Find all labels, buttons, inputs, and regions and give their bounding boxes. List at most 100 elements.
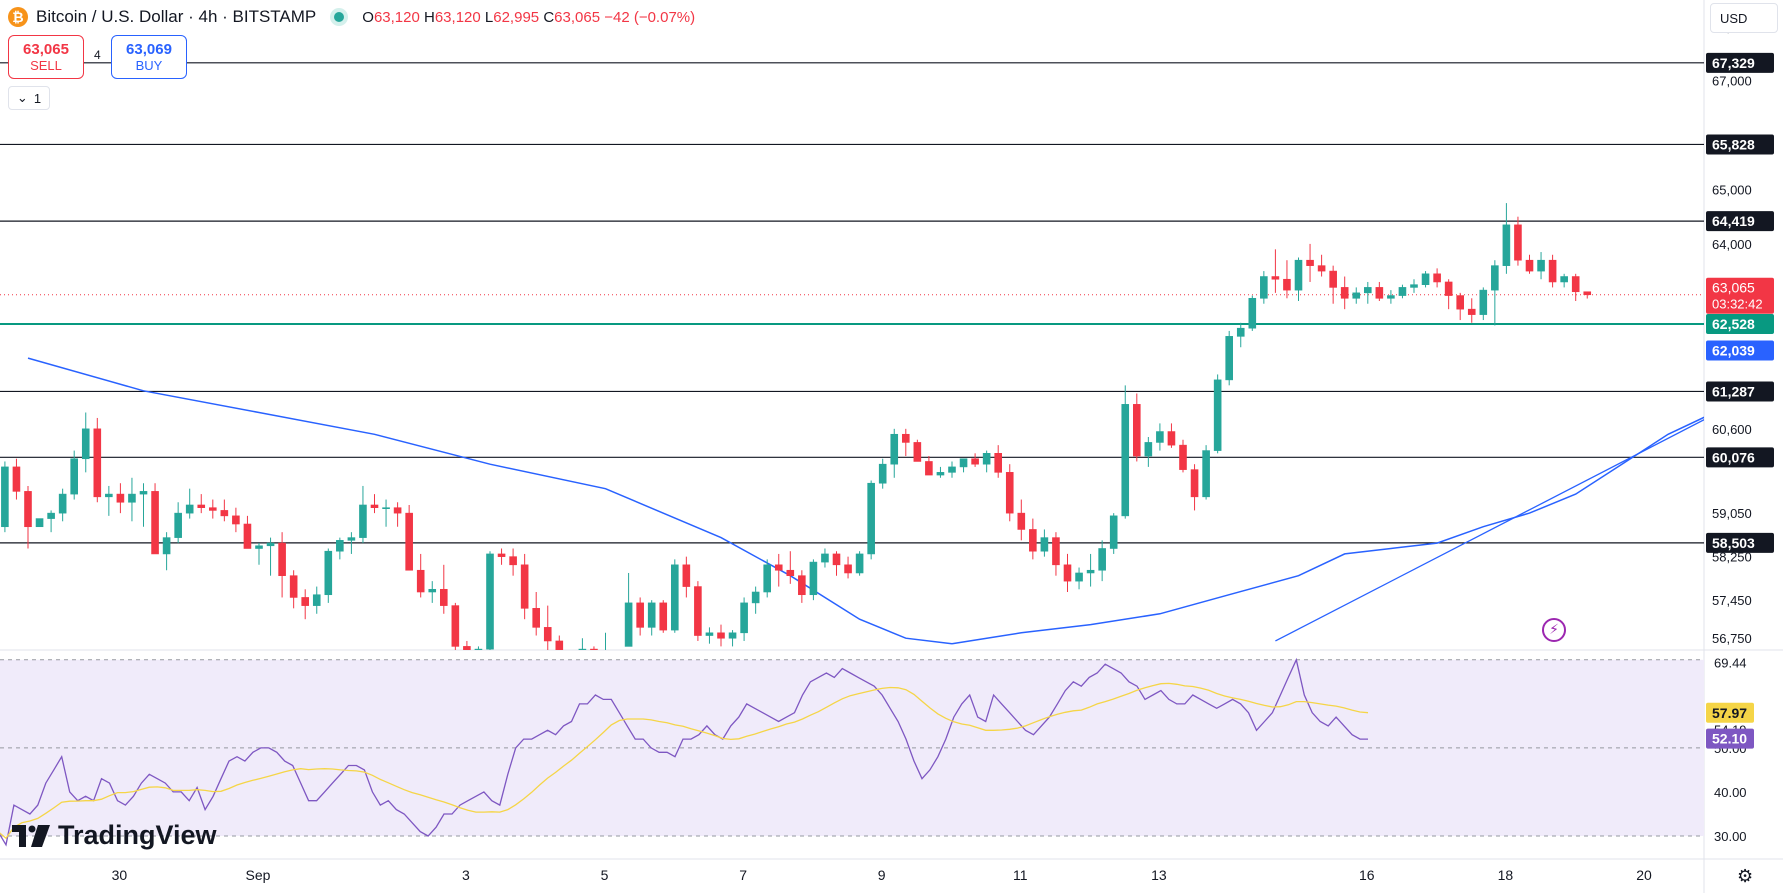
candle-body bbox=[994, 453, 1003, 473]
candle bbox=[1548, 254, 1557, 288]
candle-body bbox=[347, 537, 356, 541]
market-status-icon[interactable] bbox=[334, 12, 345, 22]
candle-body bbox=[936, 472, 945, 476]
candle bbox=[705, 627, 714, 644]
candle-body bbox=[786, 569, 795, 576]
candle-body bbox=[1433, 273, 1441, 283]
candle bbox=[1479, 287, 1488, 321]
ma-value-label-bg bbox=[1706, 340, 1774, 361]
candle bbox=[798, 570, 806, 603]
currency-selector[interactable]: USD bbox=[1710, 3, 1778, 33]
lightning-icon[interactable]: ⚡ bbox=[1542, 618, 1566, 642]
candle bbox=[1248, 295, 1257, 331]
candle-body bbox=[1156, 431, 1164, 443]
time-tick-label: 13 bbox=[1151, 867, 1167, 883]
rsi-ma-line bbox=[0, 682, 1369, 840]
candle-body bbox=[774, 564, 783, 571]
candle bbox=[694, 581, 702, 641]
candle bbox=[1537, 252, 1545, 280]
candle-body bbox=[1375, 287, 1384, 299]
candle bbox=[12, 458, 21, 500]
candle bbox=[1213, 374, 1222, 454]
candle-body bbox=[1179, 444, 1187, 470]
candle bbox=[439, 564, 448, 614]
candle bbox=[81, 412, 90, 473]
candle bbox=[844, 556, 852, 579]
candle-body bbox=[855, 553, 864, 574]
level-label: 67,329 bbox=[1712, 55, 1755, 71]
candle bbox=[925, 456, 933, 476]
candle bbox=[809, 559, 818, 601]
last-price-label: 63,065 bbox=[1712, 280, 1755, 296]
price-tick-label: 57,450 bbox=[1712, 593, 1752, 608]
candle bbox=[128, 477, 136, 522]
candle-body bbox=[93, 428, 102, 498]
level-label-bg bbox=[1706, 447, 1774, 468]
tradingview-logo-icon bbox=[12, 824, 50, 847]
time-axis[interactable]: 830Sep357911131618202325 bbox=[0, 867, 1783, 883]
candle bbox=[289, 570, 298, 609]
candle-body bbox=[694, 586, 702, 636]
candle-body bbox=[1467, 308, 1476, 315]
ohlc-values: O63,120 H63,120 L62,995 C63,065 −42 (−0.… bbox=[362, 8, 696, 26]
price-tick-label: 58,250 bbox=[1712, 550, 1752, 565]
open-value: 63,120 bbox=[373, 8, 420, 26]
candle-body bbox=[1514, 224, 1522, 261]
candle bbox=[162, 532, 171, 571]
candle bbox=[605, 632, 606, 650]
candle bbox=[636, 597, 644, 636]
candle-body bbox=[1167, 431, 1176, 446]
candle-body bbox=[751, 591, 760, 604]
level-label: 64,419 bbox=[1712, 213, 1755, 229]
candle bbox=[1121, 385, 1130, 519]
candle-body bbox=[1537, 259, 1545, 272]
price-tick-label: 56,750 bbox=[1712, 631, 1752, 646]
candle bbox=[1086, 553, 1095, 587]
candle-body bbox=[336, 540, 344, 552]
candle-body bbox=[451, 605, 460, 647]
sell-label: SELL bbox=[30, 58, 62, 73]
candle bbox=[1133, 393, 1141, 462]
candle bbox=[913, 439, 922, 462]
price-axis[interactable]: 68,00067,00065,00064,00060,60059,05058,2… bbox=[1706, 19, 1774, 844]
price-tick-label: 65,000 bbox=[1712, 182, 1752, 197]
countdown-label: 03:32:42 bbox=[1712, 297, 1763, 312]
high-value: 63,120 bbox=[434, 8, 481, 26]
candle-body bbox=[24, 491, 32, 528]
candle-body bbox=[1571, 276, 1580, 293]
candle-body bbox=[925, 461, 933, 476]
candle bbox=[255, 543, 263, 565]
candle-body bbox=[393, 507, 402, 514]
gear-icon[interactable]: ⚙ bbox=[1737, 866, 1754, 887]
candle bbox=[1317, 254, 1326, 277]
candle bbox=[93, 417, 102, 503]
level-label: 65,828 bbox=[1712, 136, 1755, 152]
candle bbox=[1514, 216, 1522, 266]
candle bbox=[936, 466, 945, 478]
time-tick-label: 3 bbox=[462, 867, 470, 883]
candle-body bbox=[728, 632, 737, 639]
candle bbox=[185, 488, 194, 519]
rsi-line bbox=[0, 657, 1368, 847]
time-tick-label: 18 bbox=[1498, 867, 1514, 883]
candle-body bbox=[1479, 289, 1488, 315]
candle bbox=[1525, 254, 1534, 274]
candle bbox=[1352, 287, 1361, 304]
candle-body bbox=[705, 632, 714, 636]
time-tick-label: 7 bbox=[739, 867, 747, 883]
level-label-bg bbox=[1706, 532, 1774, 553]
symbol-title[interactable]: Bitcoin / U.S. Dollar · 4h · BITSTAMP bbox=[36, 7, 317, 26]
candle-body bbox=[105, 493, 113, 498]
candle bbox=[509, 548, 517, 576]
candle-body bbox=[1109, 515, 1118, 549]
level-label-bg bbox=[1706, 381, 1774, 402]
candle bbox=[220, 499, 229, 522]
candle bbox=[1560, 273, 1568, 288]
sell-button[interactable]: 63,065 SELL bbox=[8, 35, 84, 79]
indicators-toggle[interactable]: ⌄ 1 bbox=[8, 86, 50, 110]
ma-value-label: 62,039 bbox=[1712, 343, 1755, 359]
candle bbox=[1271, 249, 1280, 293]
buy-button[interactable]: 63,069 BUY bbox=[111, 35, 187, 79]
tradingview-logo[interactable]: TradingView bbox=[12, 820, 217, 851]
